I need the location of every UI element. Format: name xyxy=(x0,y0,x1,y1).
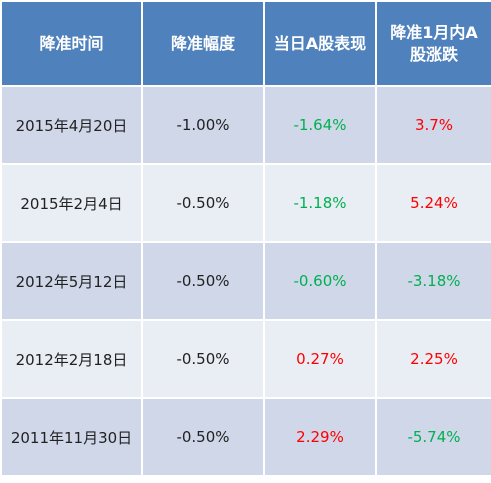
cut-date-cell: 2015年2月4日 xyxy=(2,165,143,243)
same-day-change-cell: -0.60% xyxy=(265,243,377,321)
rrr-cut-table: 降准时间 降准幅度 当日A股表现 降准1月内A 股涨跌 2015年4月20日 -… xyxy=(2,2,491,475)
same-day-change-cell: 0.27% xyxy=(265,321,377,399)
one-month-change-cell: 5.24% xyxy=(377,165,491,243)
header-row: 降准时间 降准幅度 当日A股表现 降准1月内A 股涨跌 xyxy=(2,2,491,87)
cut-size-cell: -0.50% xyxy=(143,321,265,399)
same-day-change-cell: -1.64% xyxy=(265,87,377,165)
table-row: 2011年11月30日 -0.50% 2.29% -5.74% xyxy=(2,399,491,475)
cut-date-cell: 2011年11月30日 xyxy=(2,399,143,475)
one-month-change-cell: -5.74% xyxy=(377,399,491,475)
one-month-change-cell: -3.18% xyxy=(377,243,491,321)
cut-date-cell: 2015年4月20日 xyxy=(2,87,143,165)
header-one-month-line1: 降准1月内A xyxy=(390,22,478,42)
cut-size-cell: -0.50% xyxy=(143,165,265,243)
cut-date-cell: 2012年2月18日 xyxy=(2,321,143,399)
table-row: 2015年2月4日 -0.50% -1.18% 5.24% xyxy=(2,165,491,243)
table-row: 2015年4月20日 -1.00% -1.64% 3.7% xyxy=(2,87,491,165)
one-month-change-cell: 3.7% xyxy=(377,87,491,165)
cut-size-cell: -0.50% xyxy=(143,243,265,321)
one-month-change-cell: 2.25% xyxy=(377,321,491,399)
table-row: 2012年2月18日 -0.50% 0.27% 2.25% xyxy=(2,321,491,399)
header-cut-date: 降准时间 xyxy=(2,2,143,87)
header-one-month-a-share: 降准1月内A 股涨跌 xyxy=(377,2,491,87)
header-one-month-line2: 股涨跌 xyxy=(409,44,458,64)
same-day-change-cell: -1.18% xyxy=(265,165,377,243)
cut-size-cell: -1.00% xyxy=(143,87,265,165)
header-same-day-a-share: 当日A股表现 xyxy=(265,2,377,87)
header-cut-size: 降准幅度 xyxy=(143,2,265,87)
same-day-change-cell: 2.29% xyxy=(265,399,377,475)
table-row: 2012年5月12日 -0.50% -0.60% -3.18% xyxy=(2,243,491,321)
cut-size-cell: -0.50% xyxy=(143,399,265,475)
cut-date-cell: 2012年5月12日 xyxy=(2,243,143,321)
